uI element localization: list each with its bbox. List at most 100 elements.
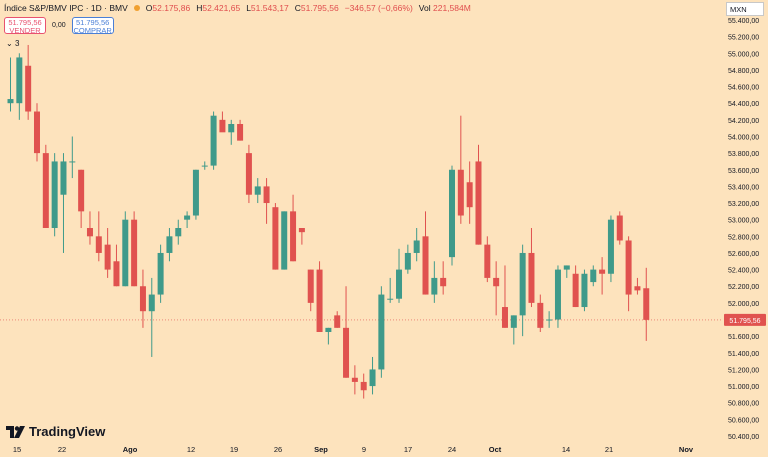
candle-body xyxy=(510,315,517,328)
y-tick-label: 52.800,00 xyxy=(728,234,759,241)
sell-button[interactable]: 51.795,56 VENDER xyxy=(4,17,46,35)
candle-body xyxy=(139,286,146,312)
candle-body xyxy=(245,153,252,195)
candle-body xyxy=(122,219,129,287)
candle-body xyxy=(42,153,49,228)
y-tick-label: 53.400,00 xyxy=(728,184,759,191)
time-axis[interactable]: 15 22 Ago 12 19 26 Sep 9 17 24 Oct 14 21 Nov xyxy=(13,445,694,454)
currency-selector[interactable]: MXN xyxy=(726,2,764,16)
x-tick-label: 26 xyxy=(274,445,282,454)
candle-body xyxy=(422,236,429,295)
candle-body xyxy=(16,57,23,104)
candle-body xyxy=(387,298,394,300)
y-tick-label: 55.000,00 xyxy=(728,51,759,58)
candle-body xyxy=(228,124,235,133)
candle-body xyxy=(210,115,217,166)
buy-button[interactable]: 51.795,56 COMPRAR xyxy=(71,17,114,35)
candle-body xyxy=(431,277,438,295)
y-tick-label: 53.200,00 xyxy=(728,201,759,208)
close-label: C xyxy=(294,3,301,13)
open-label: O xyxy=(145,3,153,13)
candle-body xyxy=(546,319,553,321)
candle-body xyxy=(290,211,297,262)
candle-body xyxy=(413,240,420,253)
candle-body xyxy=(69,161,76,163)
x-tick-label: Sep xyxy=(314,445,328,454)
candle-body xyxy=(493,277,500,287)
candle-body xyxy=(563,265,570,270)
candle-body xyxy=(404,252,411,270)
candle-body xyxy=(175,228,182,237)
candle-body xyxy=(7,99,14,104)
candle-body xyxy=(219,119,226,133)
candle-body xyxy=(104,244,111,270)
x-tick-label: 17 xyxy=(404,445,412,454)
x-tick-label: Oct xyxy=(489,445,502,454)
y-tick-label: 51.400,00 xyxy=(728,351,759,358)
candle-body xyxy=(192,169,199,216)
currency-label: MXN xyxy=(730,5,747,14)
candle-body xyxy=(131,219,138,287)
candle-body xyxy=(351,377,358,382)
x-tick-label: Nov xyxy=(679,445,694,454)
candle-body xyxy=(148,294,155,312)
candle-body xyxy=(457,169,464,216)
symbol-title[interactable]: Índice S&P/BMV IPC · 1D · BMV xyxy=(4,3,128,13)
candle-body xyxy=(307,269,314,303)
candle-body xyxy=(475,161,482,245)
y-tick-label: 51.600,00 xyxy=(728,334,759,341)
candle-body xyxy=(343,327,350,378)
price-tag-label: 51.795,56 xyxy=(729,318,760,325)
x-tick-label: 22 xyxy=(58,445,66,454)
candle-body xyxy=(272,207,279,270)
candle-body xyxy=(625,240,632,295)
candle-body xyxy=(95,236,102,253)
candle-body xyxy=(369,369,376,387)
tradingview-logo[interactable]: TradingView xyxy=(6,424,105,439)
x-tick-label: 14 xyxy=(562,445,570,454)
candle-body xyxy=(184,215,191,220)
candle-body xyxy=(440,277,447,287)
candle-body xyxy=(360,381,367,391)
indicators-toggle[interactable]: ⌄ 3 xyxy=(6,39,19,48)
y-tick-label: 53.600,00 xyxy=(728,168,759,175)
sell-label: VENDER xyxy=(9,26,41,35)
y-tick-label: 54.600,00 xyxy=(728,85,759,92)
candle-body xyxy=(599,269,606,274)
price-axis[interactable]: 50.400,00 50.600,00 50.800,00 51.000,00 51.2… xyxy=(728,18,759,441)
candle-body xyxy=(86,228,93,237)
candle-body xyxy=(501,307,508,328)
candle-body xyxy=(60,161,67,195)
candle-body xyxy=(519,252,526,316)
x-tick-label: 15 xyxy=(13,445,21,454)
x-tick-label: 24 xyxy=(448,445,456,454)
candle-body xyxy=(396,269,403,299)
y-tick-label: 52.200,00 xyxy=(728,284,759,291)
y-tick-label: 53.000,00 xyxy=(728,218,759,225)
candle-body xyxy=(78,169,85,212)
candle-body xyxy=(281,211,288,270)
candle-body xyxy=(466,182,473,208)
y-tick-label: 52.000,00 xyxy=(728,301,759,308)
candle-body xyxy=(157,252,164,295)
x-tick-label: Ago xyxy=(123,445,138,454)
legend-header: Índice S&P/BMV IPC · 1D · BMV O52.175,86… xyxy=(4,3,471,13)
high-label: H xyxy=(196,3,203,13)
y-tick-label: 53.800,00 xyxy=(728,151,759,158)
candle-body xyxy=(325,327,332,332)
candle-body xyxy=(554,269,561,320)
market-status-icon xyxy=(133,5,140,11)
candle-body xyxy=(643,288,650,320)
y-tick-label: 55.200,00 xyxy=(728,35,759,42)
y-tick-label: 50.800,00 xyxy=(728,401,759,408)
low-label: L xyxy=(246,3,251,13)
candle-body xyxy=(449,169,455,258)
tradingview-logo-icon xyxy=(6,425,25,438)
spread-value: 0,00 xyxy=(52,22,66,29)
y-tick-label: 51.200,00 xyxy=(728,367,759,374)
candle-body xyxy=(237,124,244,141)
candle-body xyxy=(254,186,261,195)
x-tick-label: 9 xyxy=(362,445,366,454)
y-tick-label: 55.400,00 xyxy=(728,18,759,25)
